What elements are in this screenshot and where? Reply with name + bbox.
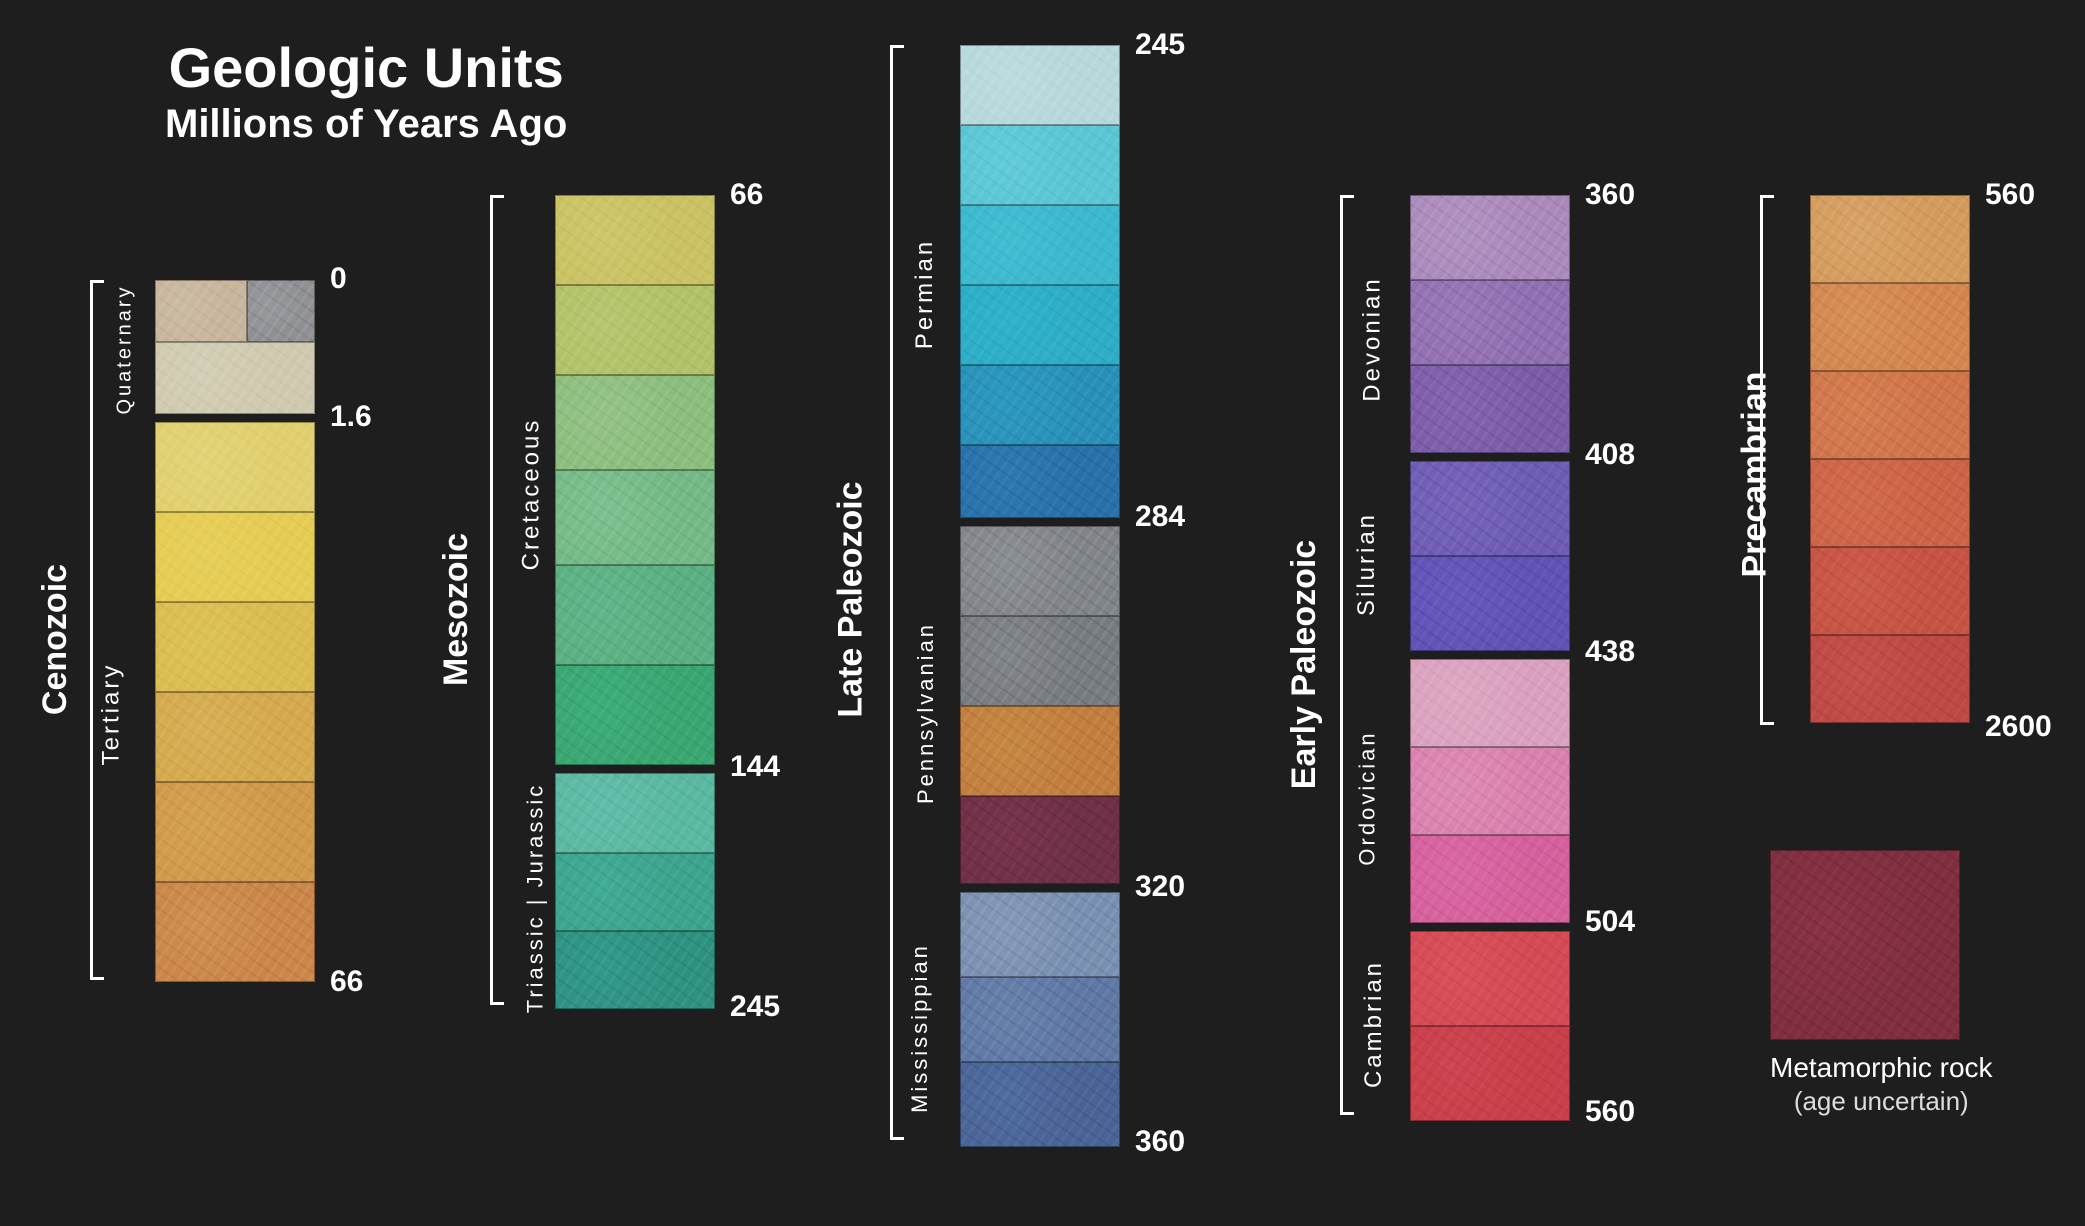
era-column-latepaleozoic	[960, 45, 1120, 1147]
age-label: 438	[1585, 635, 1635, 669]
age-label: 320	[1135, 870, 1185, 904]
color-swatch	[555, 375, 715, 470]
color-swatch	[555, 285, 715, 375]
color-swatch	[1410, 1026, 1570, 1121]
age-label: 245	[730, 990, 780, 1024]
age-label: 360	[1585, 178, 1635, 212]
age-label: 560	[1985, 178, 2035, 212]
color-swatch	[155, 782, 315, 882]
color-swatch	[555, 565, 715, 665]
color-swatch	[960, 445, 1120, 518]
age-label: 245	[1135, 28, 1185, 62]
color-swatch	[1810, 195, 1970, 283]
period-label: Permian	[911, 239, 939, 349]
age-label: 144	[730, 750, 780, 784]
period-label: Triassic | Jurassic	[522, 783, 548, 1014]
metamorphic-sublabel: (age uncertain)	[1770, 1086, 1993, 1117]
era-bracket	[890, 45, 904, 1140]
color-swatch	[155, 692, 315, 782]
color-swatch	[1410, 461, 1570, 556]
color-swatch	[1810, 459, 1970, 547]
age-label: 504	[1585, 905, 1635, 939]
period-label: Cambrian	[1360, 960, 1388, 1088]
era-bracket	[90, 280, 104, 980]
color-swatch	[1410, 280, 1570, 365]
era-label-mesozoic: Mesozoic	[437, 533, 476, 686]
era-column-mesozoic	[555, 195, 715, 1009]
color-swatch	[960, 616, 1120, 706]
color-swatch	[1810, 283, 1970, 371]
era-label-latepaleozoic: Late Paleozoic	[832, 481, 871, 717]
period-label: Devonian	[1359, 276, 1387, 401]
period-label: Pennsylvanian	[913, 622, 939, 804]
color-swatch	[960, 285, 1120, 365]
color-swatch	[1410, 747, 1570, 835]
metamorphic-swatch	[1770, 850, 1960, 1040]
color-swatch	[155, 280, 247, 342]
color-swatch	[555, 470, 715, 565]
color-swatch	[960, 892, 1120, 977]
period-label: Ordovician	[1355, 730, 1381, 865]
color-swatch	[960, 45, 1120, 125]
period-label: Cretaceous	[517, 418, 545, 571]
color-swatch	[247, 280, 315, 342]
color-swatch	[155, 882, 315, 982]
title-main: Geologic Units	[165, 35, 567, 100]
age-label: 284	[1135, 500, 1185, 534]
metamorphic-label: Metamorphic rock	[1770, 1052, 1993, 1084]
color-swatch	[960, 205, 1120, 285]
color-swatch	[960, 796, 1120, 884]
color-swatch	[960, 1062, 1120, 1147]
color-swatch	[155, 512, 315, 602]
color-swatch	[1810, 635, 1970, 723]
color-swatch	[960, 526, 1120, 616]
color-swatch	[960, 125, 1120, 205]
color-swatch	[555, 195, 715, 285]
period-label: Mississippian	[907, 943, 933, 1113]
color-swatch	[555, 665, 715, 765]
era-label-cenozoic: Cenozoic	[36, 564, 75, 715]
age-label: 360	[1135, 1125, 1185, 1159]
era-column-earlypaleozoic	[1410, 195, 1570, 1121]
color-swatch	[960, 365, 1120, 445]
color-swatch	[155, 602, 315, 692]
age-label: 66	[730, 178, 763, 212]
color-swatch	[555, 931, 715, 1009]
chart-title: Geologic Units Millions of Years Ago	[165, 35, 567, 147]
era-column-cenozoic	[155, 280, 315, 982]
color-swatch	[1410, 931, 1570, 1026]
color-swatch	[155, 422, 315, 512]
color-swatch	[1410, 195, 1570, 280]
age-label: 560	[1585, 1095, 1635, 1129]
color-swatch	[1410, 659, 1570, 747]
era-bracket	[490, 195, 504, 1005]
era-bracket	[1760, 195, 1774, 725]
age-label: 1.6	[330, 400, 372, 434]
period-label: Tertiary	[97, 663, 125, 766]
color-swatch	[1810, 371, 1970, 459]
age-label: 408	[1585, 438, 1635, 472]
color-swatch	[1810, 547, 1970, 635]
era-label-earlypaleozoic: Early Paleozoic	[1285, 540, 1324, 789]
color-swatch	[555, 773, 715, 853]
age-label: 2600	[1985, 710, 2052, 744]
color-swatch	[1410, 365, 1570, 453]
metamorphic-legend: Metamorphic rock (age uncertain)	[1770, 850, 1993, 1117]
age-label: 66	[330, 965, 363, 999]
color-swatch	[960, 977, 1120, 1062]
color-swatch	[155, 342, 315, 414]
title-sub: Millions of Years Ago	[165, 102, 567, 147]
period-label: Silurian	[1353, 512, 1381, 616]
era-column-precambrian	[1810, 195, 1970, 723]
age-label: 0	[330, 262, 347, 296]
color-swatch	[555, 853, 715, 931]
era-bracket	[1340, 195, 1354, 1115]
color-swatch	[1410, 556, 1570, 651]
color-swatch	[960, 706, 1120, 796]
period-label: Quaternary	[114, 284, 137, 414]
color-swatch	[1410, 835, 1570, 923]
